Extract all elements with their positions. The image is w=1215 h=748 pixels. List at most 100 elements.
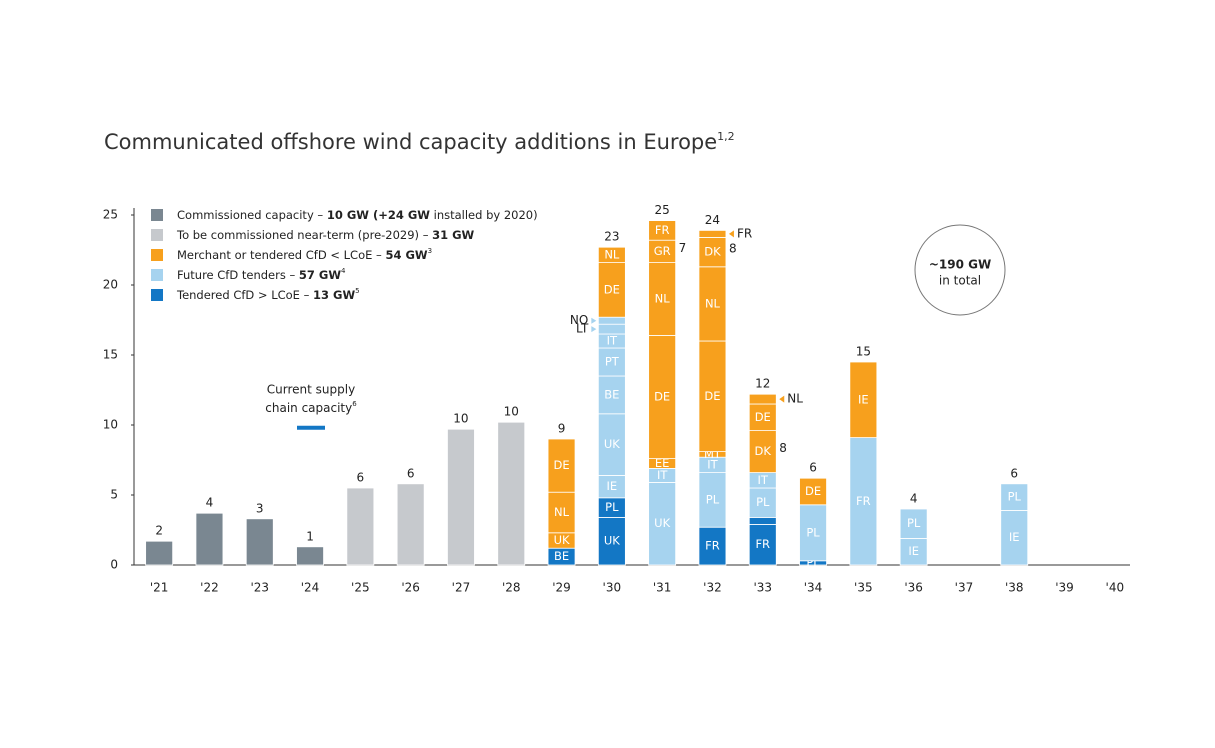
bar-segment [597, 323, 626, 335]
segment-label: BE [554, 549, 569, 563]
total-label: 6 [357, 471, 365, 485]
segment-label: BE [604, 387, 619, 401]
x-tick-label: '31 [653, 581, 672, 595]
segment-label: NL [655, 292, 671, 306]
total-badge [914, 224, 1006, 316]
segment-label: FR [755, 537, 770, 551]
total-label: 6 [809, 461, 817, 475]
segment-label: PL [706, 492, 720, 506]
bar-segment [597, 517, 626, 566]
bar-segment [698, 472, 727, 528]
segment-label: DE [654, 390, 670, 404]
x-tick-label: '38 [1005, 581, 1024, 595]
y-tick-label: 0 [110, 558, 118, 572]
footnote-marker: 8 [729, 242, 737, 256]
bar-segment [396, 483, 425, 566]
x-tick-label: '22 [200, 581, 219, 595]
total-label: 4 [206, 496, 214, 510]
segment-label: DE [553, 458, 569, 472]
legend-text: 54 GW [385, 248, 427, 262]
legend-label: To be commissioned near-term (pre-2029) … [176, 228, 475, 242]
legend-swatch [151, 269, 163, 281]
bar-segment [799, 504, 827, 562]
segment-label: FR [705, 539, 720, 553]
segment-label: FR [856, 494, 871, 508]
segment-label: DE [755, 410, 771, 424]
segment-label: PL [907, 516, 921, 530]
annotation-sup: 6 [352, 400, 357, 408]
legend-text: 10 GW (+24 GW [327, 208, 430, 222]
x-tick-label: '36 [904, 581, 923, 595]
segment-label: DK [755, 444, 772, 458]
total-label: 10 [453, 412, 468, 426]
segment-label: IE [1009, 530, 1020, 544]
bar-segment [296, 546, 324, 566]
y-tick-label: 20 [103, 278, 118, 292]
legend-text: Tendered CfD > LCoE – [176, 288, 313, 302]
pointer [779, 395, 785, 403]
bar-segment [698, 526, 727, 566]
legend-swatch [151, 289, 163, 301]
bar-segment [597, 246, 626, 263]
bar-segment [899, 508, 928, 539]
chart-title: Communicated offshore wind capacity addi… [104, 130, 735, 155]
pointer [591, 326, 597, 333]
legend-label: Future CfD tenders – 57 GW4 [177, 267, 346, 282]
x-tick-label: '25 [351, 581, 370, 595]
x-tick-label: '21 [150, 581, 169, 595]
legend-swatch [151, 249, 163, 261]
annotation: chain capacity6 [265, 400, 357, 415]
segment-label: UK [554, 533, 570, 547]
bar-segment [748, 517, 777, 525]
bar-segment [597, 262, 626, 318]
segment-label: IE [607, 479, 618, 493]
outside-label: FR [737, 226, 752, 240]
total-label: 15 [856, 345, 871, 359]
annotation: Current supply [267, 383, 355, 397]
legend-text: 3 [428, 247, 432, 255]
total-label: 23 [604, 230, 619, 244]
legend-text: 5 [355, 287, 359, 295]
segment-label: PL [605, 500, 619, 514]
total-label: 6 [1010, 466, 1018, 480]
bar-segment [597, 347, 626, 377]
legend-text: Future CfD tenders – [177, 268, 299, 282]
title-sup: 1,2 [717, 130, 735, 143]
legend-text: 4 [341, 267, 346, 275]
segment-label: UK [604, 534, 620, 548]
pointer [591, 317, 597, 324]
total-label: 4 [910, 492, 918, 506]
bar-segment [648, 220, 677, 241]
x-tick-label: '26 [401, 581, 420, 595]
outside-label: NO [570, 313, 588, 327]
bar-segment [547, 491, 576, 534]
x-tick-label: '27 [452, 581, 471, 595]
total-label: 24 [705, 213, 720, 227]
legend-text: 57 GW [299, 268, 341, 282]
bar-segment [597, 413, 626, 476]
bar-segment [195, 512, 224, 566]
bar-segment [748, 524, 777, 566]
bar-segment [698, 266, 727, 342]
bar-segment [648, 481, 677, 566]
segment-label: IT [758, 473, 769, 487]
segment-label: PT [605, 355, 620, 369]
bar-segment [698, 340, 727, 452]
segment-label: GR [654, 244, 671, 258]
legend-text: 31 GW [432, 228, 474, 242]
y-tick-label: 15 [103, 348, 118, 362]
total-label: 10 [504, 405, 519, 419]
bar-segment [497, 421, 526, 566]
segment-label: NL [604, 247, 620, 261]
bar-segment [1000, 483, 1029, 511]
total-label: 25 [655, 203, 670, 217]
legend-text: Merchant or tendered CfD < LCoE – [177, 248, 385, 262]
x-tick-label: '39 [1055, 581, 1074, 595]
segment-label: IT [657, 468, 668, 482]
pointer [728, 230, 734, 238]
legend-swatch [151, 209, 163, 221]
y-tick-label: 5 [110, 488, 118, 502]
annotation-text: chain capacity [265, 401, 352, 415]
legend-text: installed by 2020) [430, 208, 538, 222]
bar-segment [145, 540, 174, 566]
